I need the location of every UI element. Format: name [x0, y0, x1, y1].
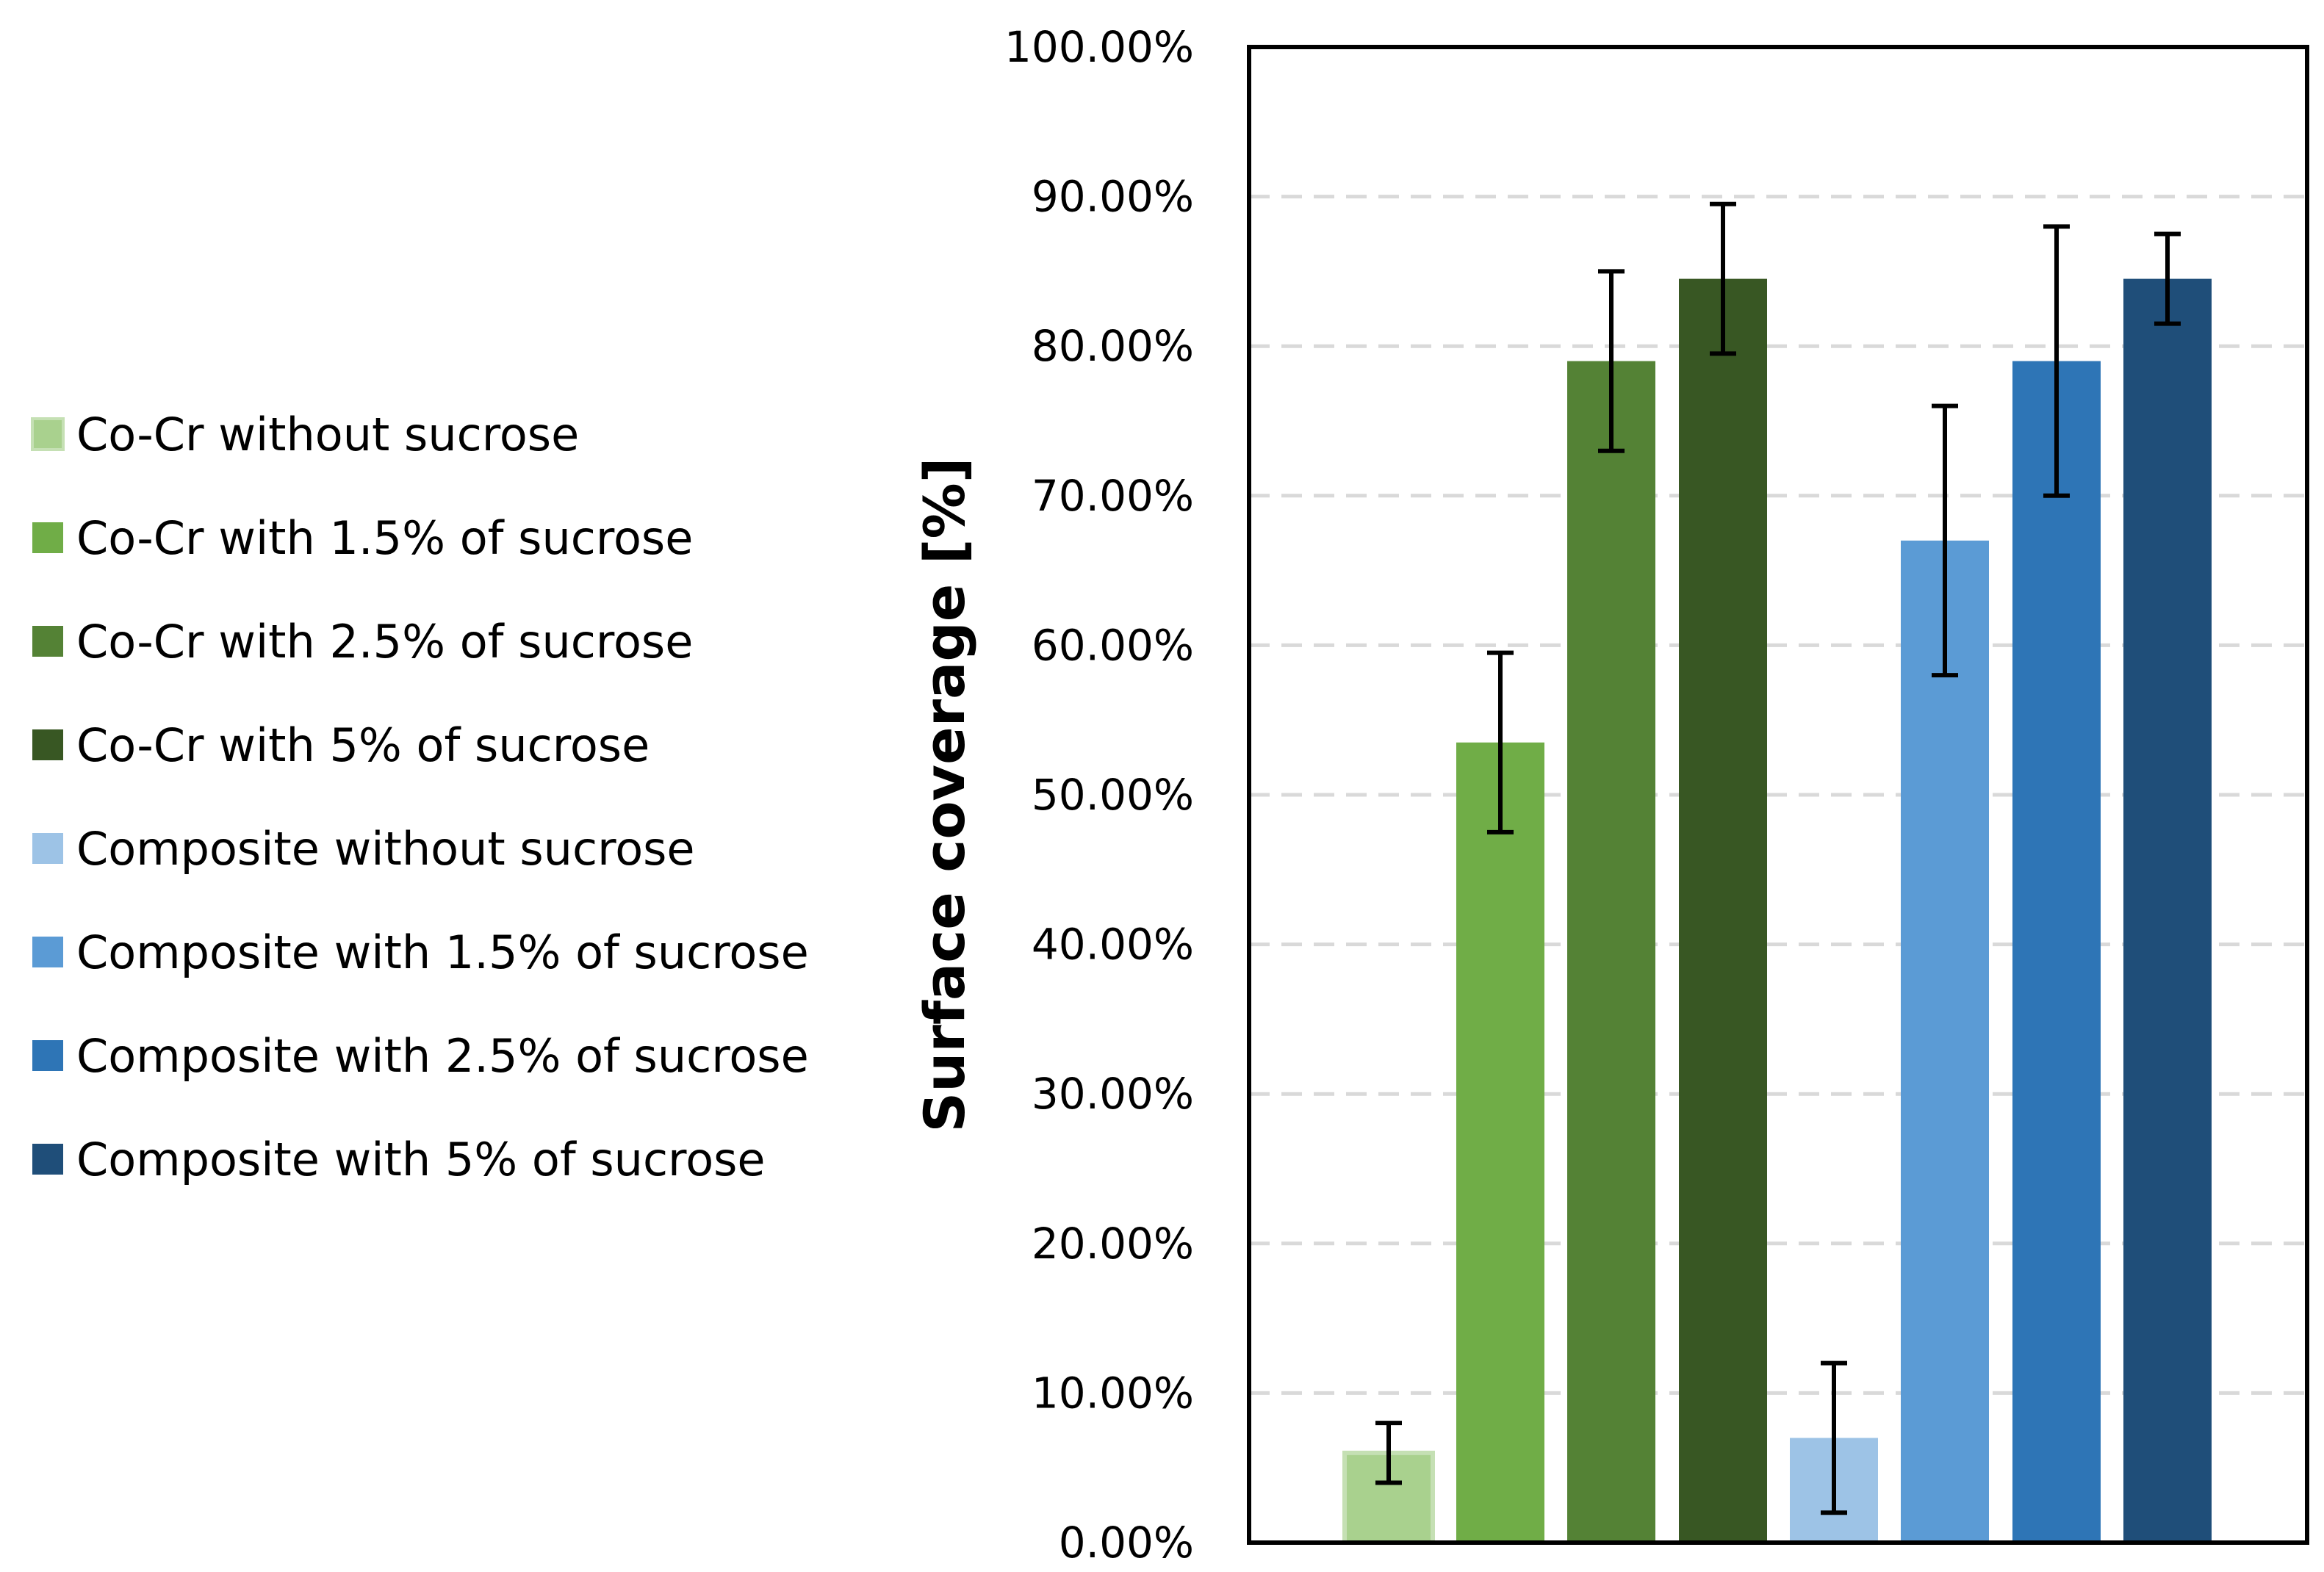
legend-label: Co-Cr with 1.5% of sucrose — [76, 511, 693, 565]
bars — [1342, 278, 2212, 1545]
legend-label: Composite with 2.5% of sucrose — [76, 1029, 809, 1083]
y-tick-label: 70.00% — [1032, 471, 1194, 521]
legend: Co-Cr without sucrose Co-Cr with 1.5% of … — [31, 408, 809, 1186]
legend-label: Co-Cr with 2.5% of sucrose — [76, 615, 693, 668]
legend-label: Composite with 5% of sucrose — [76, 1133, 766, 1186]
bar — [1901, 540, 1989, 1543]
legend-swatch — [32, 833, 63, 864]
y-tick-label: 0.00% — [1059, 1518, 1194, 1568]
legend-swatch — [32, 937, 63, 967]
bar — [2012, 361, 2101, 1543]
legend-swatch — [32, 1144, 63, 1175]
legend-label: Composite without sucrose — [76, 822, 695, 876]
y-tick-label: 80.00% — [1032, 321, 1194, 371]
y-tick-label: 100.00% — [1004, 22, 1194, 72]
bar — [1567, 361, 1655, 1543]
gridlines — [1249, 195, 2307, 1395]
y-tick-label: 20.00% — [1032, 1219, 1194, 1269]
y-tick-label: 50.00% — [1032, 770, 1194, 820]
bar — [1679, 278, 1767, 1543]
plot-area-frame — [1247, 45, 2309, 1545]
legend-label: Co-Cr with 5% of sucrose — [76, 718, 650, 772]
bar — [2123, 278, 2212, 1543]
y-axis-tick-labels: 0.00% 10.00% 20.00% 30.00% 40.00% 50.00% 60.00… — [1004, 22, 1194, 1568]
y-tick-label: 30.00% — [1032, 1069, 1194, 1119]
y-tick-label: 10.00% — [1032, 1368, 1194, 1418]
y-tick-label: 90.00% — [1032, 172, 1194, 222]
y-tick-label: 60.00% — [1032, 620, 1194, 670]
legend-label: Composite with 1.5% of sucrose — [76, 926, 809, 979]
y-tick-label: 40.00% — [1032, 920, 1194, 970]
y-axis-label: Surface coverage [%] — [912, 458, 977, 1133]
error-bars — [1375, 201, 2181, 1515]
legend-swatch — [31, 417, 65, 451]
legend-label: Co-Cr without sucrose — [76, 408, 579, 461]
legend-swatch — [32, 626, 63, 657]
legend-swatch — [32, 1040, 63, 1071]
legend-swatch — [32, 522, 63, 553]
legend-swatch — [32, 729, 63, 760]
bar — [1456, 742, 1544, 1543]
